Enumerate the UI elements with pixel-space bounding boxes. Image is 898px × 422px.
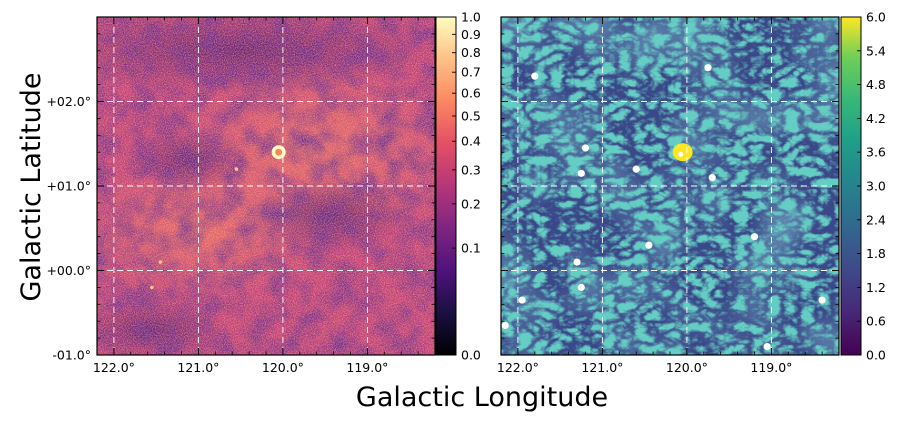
left-point-sources (150, 145, 286, 290)
masked-source (501, 321, 509, 330)
colorbar-tick-label: 1.0 (461, 10, 481, 25)
left-y-tick-labels: -01.0° +00.0° +01.0° +02.0° (46, 94, 91, 363)
colorbar-tick-label: 1.2 (866, 280, 886, 295)
right-x-tick-labels: 122.0° 121.0° 120.0° 119.0° (497, 360, 793, 375)
x-tick-label: 122.0° (93, 360, 135, 375)
masked-source (577, 169, 585, 177)
colorbar-tick-label: 0.7 (461, 65, 481, 80)
left-grid-lines (97, 17, 435, 355)
right-heatmap-panel: 122.0° 121.0° 120.0° 119.0° 0.0 0.6 1.2 1.8 2.4… (497, 10, 886, 376)
masked-source (632, 165, 640, 173)
x-tick-label: 119.0° (750, 360, 792, 375)
left-tick-marks (97, 17, 435, 356)
masked-source (645, 241, 653, 249)
left-colorbar-ticks: 0.0 0.1 0.2 0.3 0.4 0.5 0.6 0.7 0.8 0.9 1.0 (452, 10, 481, 363)
point-source (150, 285, 154, 290)
colorbar-tick-label: 0.5 (461, 108, 481, 123)
colorbar-tick-label: 4.2 (866, 111, 886, 126)
masked-source (581, 144, 590, 152)
y-tick-label: +00.0° (46, 263, 91, 278)
right-masked-sources (501, 64, 826, 351)
right-colorbar-ticks: 0.0 0.6 1.2 1.8 2.4 3.0 3.6 4.2 4.8 5.4 6.0 (857, 10, 886, 363)
masked-source (573, 258, 581, 266)
left-colorbar (435, 16, 457, 356)
colorbar-tick-label: 3.0 (866, 179, 886, 194)
colorbar-tick-label: 3.6 (866, 145, 886, 160)
colorbar-tick-label: 2.4 (866, 212, 886, 227)
bright-source-mask (678, 151, 684, 157)
masked-source (531, 72, 539, 80)
x-tick-label: 119.0° (346, 360, 388, 375)
masked-source (518, 296, 526, 304)
masked-source (704, 64, 712, 72)
masked-source (818, 296, 826, 304)
left-heatmap-panel: 122.0° 121.0° 120.0° 119.0° -01.0° +00.0° +01… (46, 10, 481, 376)
x-tick-label: 120.0° (666, 360, 708, 375)
masked-source (763, 342, 771, 351)
masked-source (750, 233, 759, 241)
colorbar-tick-label: 0.0 (866, 348, 886, 363)
colorbar-tick-label: 5.4 (866, 43, 886, 58)
masked-source (577, 283, 585, 291)
y-tick-label: +02.0° (46, 94, 91, 109)
x-tick-label: 121.0° (581, 360, 623, 375)
colorbar-tick-label: 0.1 (461, 241, 481, 256)
colorbar-tick-label: 0.0 (461, 348, 481, 363)
colorbar-tick-label: 0.6 (461, 86, 481, 101)
colorbar-tick-label: 0.6 (866, 314, 886, 329)
colorbar-tick-label: 6.0 (866, 10, 886, 25)
right-tick-marks (501, 17, 839, 356)
right-grid-lines (501, 17, 839, 355)
masked-source (708, 173, 716, 182)
x-tick-label: 121.0° (177, 360, 219, 375)
left-x-tick-labels: 122.0° 121.0° 120.0° 119.0° (93, 360, 389, 375)
colorbar-tick-label: 0.9 (461, 27, 481, 42)
y-tick-label: -01.0° (52, 348, 91, 363)
colorbar-tick-label: 4.8 (866, 77, 886, 92)
x-axis-title: Galactic Longitude (356, 382, 608, 413)
point-source (234, 167, 239, 171)
point-source (158, 260, 163, 264)
y-axis-title: Galactic Latitude (16, 73, 47, 302)
colorbar-tick-label: 0.3 (461, 162, 481, 177)
x-tick-label: 122.0° (497, 360, 539, 375)
left-heatmap-image (97, 17, 435, 355)
colorbar-tick-label: 0.2 (461, 196, 481, 211)
bright-source-core (275, 148, 283, 156)
x-tick-label: 120.0° (262, 360, 304, 375)
colorbar-tick-label: 0.8 (461, 45, 481, 60)
colorbar-tick-label: 1.8 (866, 246, 886, 261)
y-tick-label: +01.0° (46, 179, 91, 194)
colorbar-tick-label: 0.4 (461, 134, 481, 149)
bright-source (672, 143, 693, 162)
